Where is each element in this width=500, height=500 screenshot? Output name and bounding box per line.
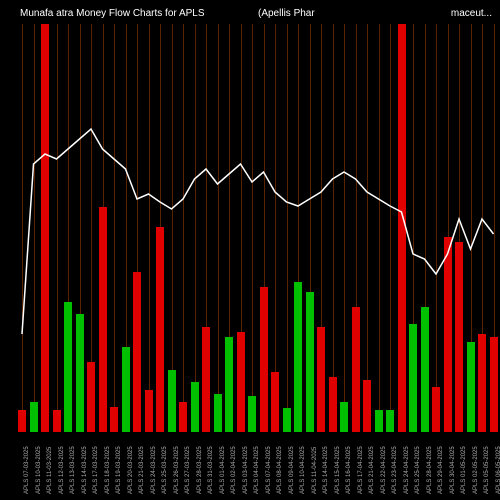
x-label: APLS 04-04-2025 (254, 446, 260, 494)
title-left: Munafa atra Money Flow Charts for APLS (20, 8, 205, 19)
x-label: APLS 25-04-2025 (415, 446, 421, 494)
x-label: APLS 01-04-2025 (220, 446, 226, 494)
x-label: APLS 21-04-2025 (369, 446, 375, 494)
x-label: APLS 28-04-2025 (427, 446, 433, 494)
x-label: APLS 07-03-2025 (24, 446, 30, 494)
x-label: APLS 23-04-2025 (392, 446, 398, 494)
x-label: APLS 03-04-2025 (243, 446, 249, 494)
x-axis-labels: APLS 07-03-2025 APLS 10-03-2025 APLS 11-03… (0, 432, 500, 500)
chart-title: Munafa atra Money Flow Charts for APLS (… (0, 8, 500, 28)
x-label: APLS 22-04-2025 (381, 446, 387, 494)
x-label: APLS 12-03-2025 (59, 446, 65, 494)
x-label: APLS 13-03-2025 (70, 446, 76, 494)
x-label: APLS 26-03-2025 (174, 446, 180, 494)
x-label: APLS 14-04-2025 (323, 446, 329, 494)
x-label: APLS 02-05-2025 (473, 446, 479, 494)
x-label: APLS 10-03-2025 (36, 446, 42, 494)
x-label: APLS 20-03-2025 (128, 446, 134, 494)
x-label: APLS 06-05-2025 (496, 446, 500, 494)
x-label: APLS 10-04-2025 (300, 446, 306, 494)
x-label: APLS 16-04-2025 (346, 446, 352, 494)
x-label: APLS 02-04-2025 (231, 446, 237, 494)
x-label: APLS 11-03-2025 (47, 447, 53, 494)
x-label: APLS 14-03-2025 (82, 446, 88, 494)
x-label: APLS 17-04-2025 (358, 446, 364, 494)
x-label: APLS 11-04-2025 (312, 447, 318, 494)
x-label: APLS 18-03-2025 (105, 446, 111, 494)
x-label: APLS 01-05-2025 (461, 446, 467, 494)
x-label: APLS 24-03-2025 (151, 446, 157, 494)
title-right: maceut... (451, 8, 492, 19)
x-label: APLS 07-04-2025 (266, 446, 272, 494)
x-label: APLS 25-03-2025 (162, 446, 168, 494)
x-label: APLS 30-04-2025 (450, 446, 456, 494)
x-label: APLS 15-04-2025 (335, 446, 341, 494)
x-label: APLS 05-05-2025 (484, 446, 490, 494)
x-label: APLS 28-03-2025 (197, 446, 203, 494)
x-label: APLS 24-04-2025 (404, 446, 410, 494)
x-label: APLS 21-03-2025 (139, 446, 145, 494)
x-label: APLS 19-03-2025 (116, 446, 122, 494)
x-label: APLS 08-04-2025 (277, 446, 283, 494)
x-label: APLS 31-03-2025 (208, 446, 214, 494)
x-label: APLS 27-03-2025 (185, 446, 191, 494)
x-label: APLS 17-03-2025 (93, 446, 99, 494)
price-line (0, 24, 500, 432)
x-label: APLS 09-04-2025 (289, 446, 295, 494)
title-mid: (Apellis Phar (258, 8, 315, 19)
money-flow-chart (0, 24, 500, 432)
x-label: APLS 29-04-2025 (438, 446, 444, 494)
